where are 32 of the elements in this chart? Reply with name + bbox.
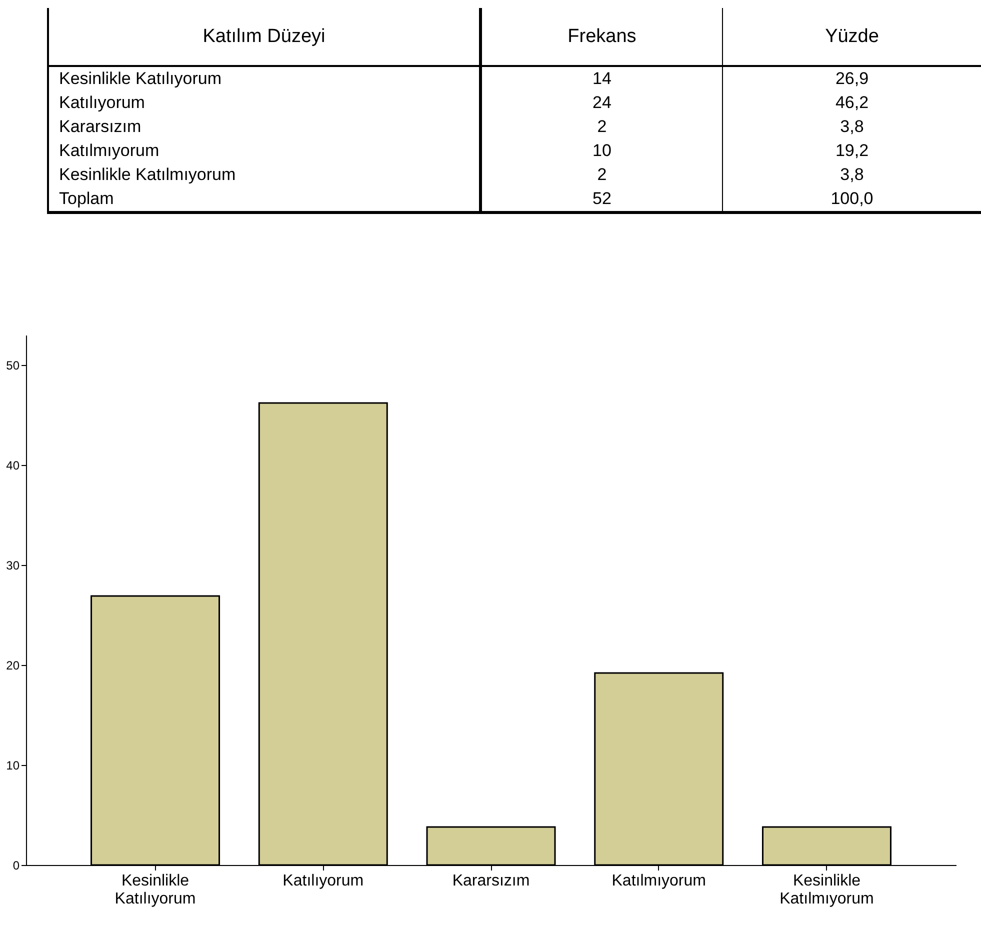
category-label: Katılıyorum bbox=[59, 93, 145, 112]
text: 10 bbox=[480, 139, 722, 163]
x-tick-label: Kesinlikle Katılmıyorum bbox=[780, 872, 874, 908]
text: 3,8 bbox=[839, 116, 865, 138]
category-label: Katılmıyorum bbox=[59, 141, 160, 160]
y-tick-label: 50 bbox=[6, 358, 20, 372]
x-tick-label: Kararsızım bbox=[452, 872, 530, 890]
text: 2 bbox=[480, 115, 722, 139]
text: Frekans bbox=[480, 8, 722, 66]
y-tick-label: 10 bbox=[6, 758, 20, 772]
text: Toplam bbox=[48, 187, 480, 212]
text: 100,0 bbox=[722, 187, 981, 212]
y-tick-label: 40 bbox=[6, 458, 20, 472]
text: 14 bbox=[480, 66, 722, 91]
text: 19,2 bbox=[834, 140, 870, 162]
category-label: Kesinlikle Katılıyorum bbox=[59, 69, 222, 88]
text: 52 bbox=[480, 187, 722, 212]
text: 2 bbox=[480, 163, 722, 187]
text: 46,2 bbox=[834, 92, 870, 114]
y-tick-label: 0 bbox=[12, 858, 20, 872]
text: 3,8 bbox=[839, 164, 865, 186]
text: 24 bbox=[480, 91, 722, 115]
text: Yüzde bbox=[722, 8, 981, 66]
text: Katılım Düzeyi bbox=[48, 8, 480, 66]
x-tick-label: Kesinlikle Katılıyorum bbox=[114, 872, 196, 908]
y-tick-label: 30 bbox=[6, 558, 20, 572]
x-tick-label: Katılıyorum bbox=[282, 872, 364, 890]
text: 26,9 bbox=[834, 68, 870, 90]
category-label: Kesinlikle Katılmıyorum bbox=[59, 165, 236, 184]
y-tick-label: 20 bbox=[6, 658, 20, 672]
x-tick-label: Katılmıyorum bbox=[612, 872, 706, 890]
category-label: Kararsızım bbox=[59, 117, 142, 136]
